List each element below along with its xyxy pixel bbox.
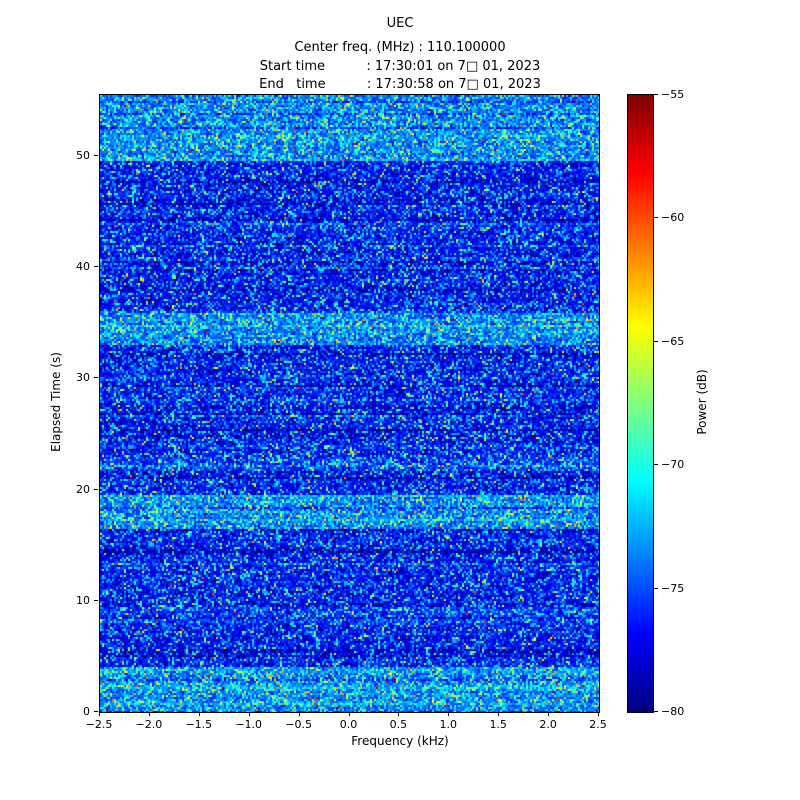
y-tick-mark (94, 489, 98, 490)
y-tick-label: 0 (83, 705, 90, 718)
end-time-line: End time : 17:30:58 on 7□ 01, 2023 (259, 77, 541, 92)
x-tick-mark (548, 712, 549, 716)
x-tick-label: −2.0 (135, 718, 163, 731)
x-tick-mark (498, 712, 499, 716)
colorbar-tick-mark (654, 588, 658, 589)
x-tick-mark (149, 712, 150, 716)
colorbar-tick-mark (654, 711, 658, 712)
colorbar-tick-label: −60 (661, 211, 685, 225)
x-tick-mark (398, 712, 399, 716)
x-tick-mark (249, 712, 250, 716)
colorbar-tick-label: −65 (661, 334, 685, 348)
colorbar-tick-label: −70 (661, 458, 685, 472)
center-frequency-line: Center freq. (MHz) : 110.100000 (294, 40, 506, 55)
colorbar (627, 94, 654, 713)
x-tick-label: 0.5 (389, 718, 408, 731)
x-axis-label: Frequency (kHz) (351, 734, 449, 748)
x-tick-label: −1.5 (185, 718, 213, 731)
x-tick-label: 2.5 (589, 718, 607, 731)
x-tick-label: −1.0 (235, 718, 263, 731)
y-tick-label: 40 (76, 260, 90, 274)
y-tick-label: 30 (76, 371, 90, 385)
x-tick-mark (299, 712, 300, 716)
colorbar-tick-label: −80 (661, 705, 685, 718)
spectrogram-canvas (100, 95, 599, 712)
y-tick-mark (94, 155, 98, 156)
colorbar-tick-mark (654, 464, 658, 465)
colorbar-tick-label: −75 (661, 581, 685, 595)
x-tick-label: 1.5 (489, 718, 507, 731)
colorbar-canvas (628, 95, 653, 712)
y-tick-mark (94, 711, 98, 712)
x-tick-mark (349, 712, 350, 716)
heatmap-axes (99, 94, 600, 713)
y-tick-mark (94, 266, 98, 267)
chart-title: UEC (386, 16, 414, 31)
x-tick-label: 0.0 (339, 718, 358, 731)
x-tick-mark (199, 712, 200, 716)
colorbar-tick-mark (654, 94, 658, 95)
y-axis-label: Elapsed Time (s) (49, 352, 63, 452)
x-tick-label: −2.5 (85, 718, 113, 731)
colorbar-tick-mark (654, 217, 658, 218)
y-tick-mark (94, 600, 98, 601)
y-tick-label: 20 (76, 482, 90, 496)
y-tick-mark (94, 377, 98, 378)
x-tick-mark (598, 712, 599, 716)
x-tick-label: 2.0 (539, 718, 557, 731)
y-tick-label: 10 (76, 593, 90, 607)
colorbar-tick-label: −55 (661, 88, 685, 101)
x-tick-label: 1.0 (439, 718, 458, 731)
y-tick-label: 50 (76, 149, 90, 163)
colorbar-label: Power (dB) (695, 369, 709, 435)
x-tick-label: −0.5 (285, 718, 312, 731)
start-time-line: Start time : 17:30:01 on 7□ 01, 2023 (259, 59, 541, 74)
x-tick-mark (99, 712, 100, 716)
colorbar-tick-mark (654, 341, 658, 342)
x-tick-mark (448, 712, 449, 716)
